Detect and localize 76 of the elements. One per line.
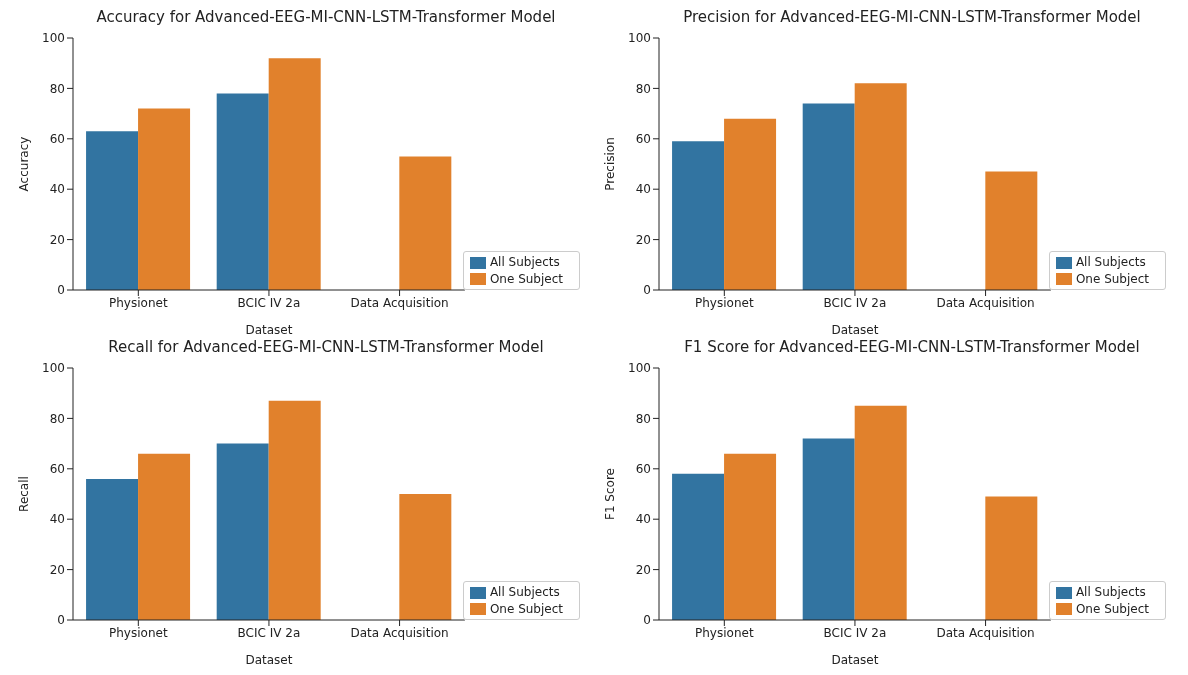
- y-tick-label: 100: [628, 31, 651, 46]
- bar: [86, 478, 139, 620]
- x-tick-label: Data Acquisition: [350, 295, 449, 310]
- legend-label: All Subjects: [489, 255, 560, 269]
- y-tick-label: 20: [49, 562, 65, 577]
- x-axis-title: Dataset: [245, 653, 293, 667]
- y-tick-label: 0: [57, 613, 65, 628]
- y-tick-label: 20: [49, 232, 65, 247]
- x-tick-label: BCIC IV 2a: [237, 625, 301, 640]
- x-axis-title: Dataset: [831, 323, 879, 337]
- y-axis-title: Accuracy: [17, 136, 32, 192]
- legend-label: One Subject: [489, 601, 563, 616]
- bar: [672, 473, 725, 620]
- y-tick-label: 60: [635, 132, 651, 147]
- y-tick-label: 40: [635, 182, 651, 197]
- bar: [724, 453, 777, 620]
- y-tick-label: 80: [635, 81, 651, 96]
- y-axis-title: Recall: [17, 476, 32, 512]
- bar: [985, 496, 1038, 620]
- x-tick-label: Physionet: [695, 625, 754, 640]
- bar: [216, 443, 269, 620]
- x-axis-title: Dataset: [245, 323, 293, 337]
- x-tick-label: BCIC IV 2a: [237, 295, 301, 310]
- x-tick-label: Data Acquisition: [936, 295, 1035, 310]
- legend-label: All Subjects: [489, 585, 560, 599]
- x-tick-label: BCIC IV 2a: [823, 295, 887, 310]
- chart-title: Recall for Advanced-EEG-MI-CNN-LSTM-Transformer Model: [107, 338, 545, 358]
- bar: [802, 103, 855, 290]
- y-tick-label: 80: [49, 411, 65, 426]
- x-tick-label: Data Acquisition: [350, 625, 449, 640]
- y-tick-label: 0: [57, 283, 65, 298]
- bar: [216, 93, 269, 290]
- y-axis-title: F1 Score: [603, 468, 618, 520]
- bar: [138, 108, 191, 290]
- chart-title: F1 Score for Advanced-EEG-MI-CNN-LSTM-Transformer Model: [683, 338, 1141, 358]
- x-tick-label: Physionet: [109, 295, 168, 310]
- y-tick-label: 40: [49, 182, 65, 197]
- y-tick-label: 100: [42, 31, 65, 46]
- x-tick-label: Data Acquisition: [936, 625, 1035, 640]
- bar: [399, 494, 452, 620]
- bar: [138, 453, 191, 620]
- x-axis-title: Dataset: [831, 653, 879, 667]
- y-tick-label: 40: [635, 512, 651, 527]
- bar: [268, 400, 321, 620]
- y-axis-title: Precision: [603, 137, 618, 191]
- bar: [985, 171, 1038, 290]
- bar: [86, 131, 139, 290]
- legend-label: One Subject: [1075, 271, 1149, 286]
- bar: [854, 405, 907, 620]
- legend-label: One Subject: [489, 271, 563, 286]
- legend-label: All Subjects: [1075, 255, 1146, 269]
- y-tick-label: 20: [635, 562, 651, 577]
- bar: [399, 156, 452, 290]
- y-tick-label: 20: [635, 232, 651, 247]
- x-tick-label: BCIC IV 2a: [823, 625, 887, 640]
- bar: [802, 438, 855, 620]
- y-tick-label: 60: [49, 462, 65, 477]
- bar: [268, 58, 321, 290]
- y-tick-label: 60: [635, 462, 651, 477]
- chart-title: Precision for Advanced-EEG-MI-CNN-LSTM-Transformer Model: [682, 8, 1142, 28]
- chart-title: Accuracy for Advanced-EEG-MI-CNN-LSTM-Transformer Model: [95, 8, 557, 28]
- y-tick-label: 100: [628, 361, 651, 376]
- x-tick-label: Physionet: [109, 625, 168, 640]
- y-tick-label: 100: [42, 361, 65, 376]
- bar: [672, 141, 725, 290]
- y-tick-label: 60: [49, 132, 65, 147]
- bar: [854, 83, 907, 290]
- bar: [724, 118, 777, 290]
- y-tick-label: 40: [49, 512, 65, 527]
- y-tick-label: 0: [643, 613, 651, 628]
- legend-label: All Subjects: [1075, 585, 1146, 599]
- x-tick-label: Physionet: [695, 295, 754, 310]
- y-tick-label: 80: [49, 81, 65, 96]
- y-tick-label: 0: [643, 283, 651, 298]
- y-tick-label: 80: [635, 411, 651, 426]
- legend-label: One Subject: [1075, 601, 1149, 616]
